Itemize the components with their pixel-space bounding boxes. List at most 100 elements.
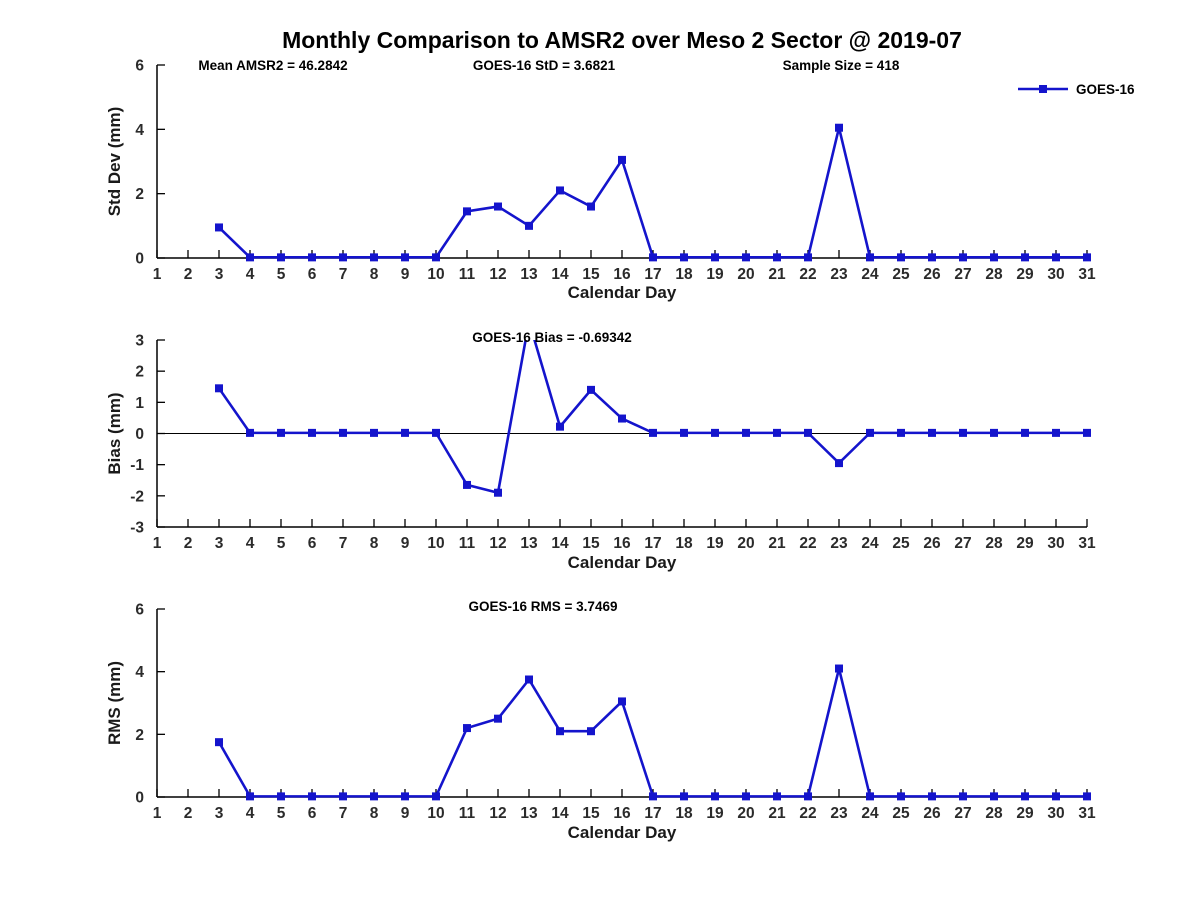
x-tick-label: 13 <box>520 266 538 283</box>
x-tick-label: 11 <box>459 535 476 552</box>
x-tick-label: 26 <box>923 805 941 822</box>
y-tick-label: 4 <box>135 664 144 681</box>
data-point-marker <box>959 428 967 437</box>
data-point-marker <box>1021 428 1029 437</box>
y-axis-label-bias: Bias (mm) <box>105 392 124 474</box>
data-point-marker <box>835 123 843 132</box>
x-tick-label: 9 <box>401 805 410 822</box>
x-tick-label: 24 <box>861 535 879 552</box>
data-point-marker <box>618 697 626 706</box>
x-tick-label: 3 <box>215 535 224 552</box>
y-tick-label: 2 <box>135 186 144 203</box>
figure-title: Monthly Comparison to AMSR2 over Meso 2 … <box>282 27 962 53</box>
x-tick-label: 29 <box>1016 266 1034 283</box>
data-point-marker <box>494 488 502 497</box>
data-point-marker <box>742 792 750 801</box>
x-tick-label: 28 <box>985 805 1003 822</box>
x-tick-label: 21 <box>768 535 786 552</box>
data-point-marker <box>370 428 378 437</box>
data-point-marker <box>618 414 626 423</box>
data-point-marker <box>432 428 440 437</box>
data-point-marker <box>1052 253 1060 262</box>
data-point-marker <box>463 207 471 216</box>
data-point-marker <box>339 253 347 262</box>
data-point-marker <box>432 792 440 801</box>
bias-annotation: GOES-16 Bias = -0.69342 <box>472 330 631 345</box>
data-point-marker <box>401 253 409 262</box>
data-point-marker <box>804 253 812 262</box>
data-point-marker <box>897 253 905 262</box>
x-tick-label: 7 <box>339 805 348 822</box>
x-tick-label: 4 <box>246 266 255 283</box>
x-tick-label: 22 <box>799 805 816 822</box>
x-tick-label: 18 <box>675 535 693 552</box>
data-point-marker <box>959 792 967 801</box>
sample-size-annotation: Sample Size = 418 <box>783 58 900 73</box>
x-tick-label: 21 <box>768 266 786 283</box>
legend: GOES-16 <box>1018 82 1135 97</box>
data-point-marker <box>1052 792 1060 801</box>
x-tick-label: 5 <box>277 266 286 283</box>
data-point-marker <box>308 792 316 801</box>
data-point-marker <box>494 714 502 723</box>
data-point-marker <box>959 253 967 262</box>
goes16-std-annotation: GOES-16 StD = 3.6821 <box>473 58 616 73</box>
data-point-marker <box>1052 428 1060 437</box>
data-line <box>217 340 1087 495</box>
data-point-marker <box>649 428 657 437</box>
data-point-marker <box>1021 792 1029 801</box>
data-point-marker <box>711 253 719 262</box>
x-tick-label: 17 <box>644 266 661 283</box>
x-axis-label-rms: Calendar Day <box>568 823 677 842</box>
data-point-marker <box>990 428 998 437</box>
y-tick-label: 4 <box>135 122 144 139</box>
x-tick-label: 28 <box>985 535 1003 552</box>
x-tick-label: 10 <box>427 266 444 283</box>
data-point-marker <box>246 792 254 801</box>
x-tick-label: 1 <box>153 535 162 552</box>
data-point-marker <box>804 792 812 801</box>
x-tick-label: 3 <box>215 266 224 283</box>
x-tick-label: 11 <box>459 805 476 822</box>
x-tick-label: 5 <box>277 535 286 552</box>
x-tick-label: 13 <box>520 535 538 552</box>
data-point-marker <box>401 792 409 801</box>
data-point-marker <box>556 422 564 431</box>
x-tick-label: 11 <box>459 266 476 283</box>
data-point-marker <box>928 253 936 262</box>
data-point-marker <box>370 253 378 262</box>
y-tick-label: -1 <box>130 457 144 474</box>
y-tick-label: -2 <box>130 488 144 505</box>
x-tick-label: 18 <box>675 805 693 822</box>
x-tick-label: 12 <box>489 266 506 283</box>
x-tick-label: 6 <box>308 266 317 283</box>
x-tick-label: 30 <box>1047 805 1064 822</box>
data-line <box>217 668 1087 798</box>
x-tick-label: 31 <box>1078 805 1096 822</box>
data-point-marker <box>277 428 285 437</box>
x-tick-label: 1 <box>153 266 162 283</box>
data-point-marker <box>246 428 254 437</box>
data-point-marker <box>432 253 440 262</box>
y-tick-label: 0 <box>135 251 144 268</box>
data-point-marker <box>928 792 936 801</box>
x-tick-label: 21 <box>768 805 786 822</box>
x-tick-label: 22 <box>799 535 816 552</box>
data-point-marker <box>1021 253 1029 262</box>
x-tick-label: 28 <box>985 266 1003 283</box>
y-tick-label: 3 <box>135 333 144 350</box>
data-point-marker <box>866 428 874 437</box>
x-tick-label: 9 <box>401 535 410 552</box>
x-tick-label: 13 <box>520 805 538 822</box>
x-tick-label: 8 <box>370 535 379 552</box>
x-tick-label: 29 <box>1016 535 1034 552</box>
x-tick-label: 19 <box>706 266 724 283</box>
y-tick-label: 2 <box>135 727 144 744</box>
x-tick-label: 29 <box>1016 805 1034 822</box>
x-tick-label: 8 <box>370 805 379 822</box>
data-point-marker <box>308 253 316 262</box>
y-tick-label: 6 <box>135 58 144 75</box>
y-tick-label: 2 <box>135 364 144 381</box>
x-tick-label: 30 <box>1047 535 1064 552</box>
